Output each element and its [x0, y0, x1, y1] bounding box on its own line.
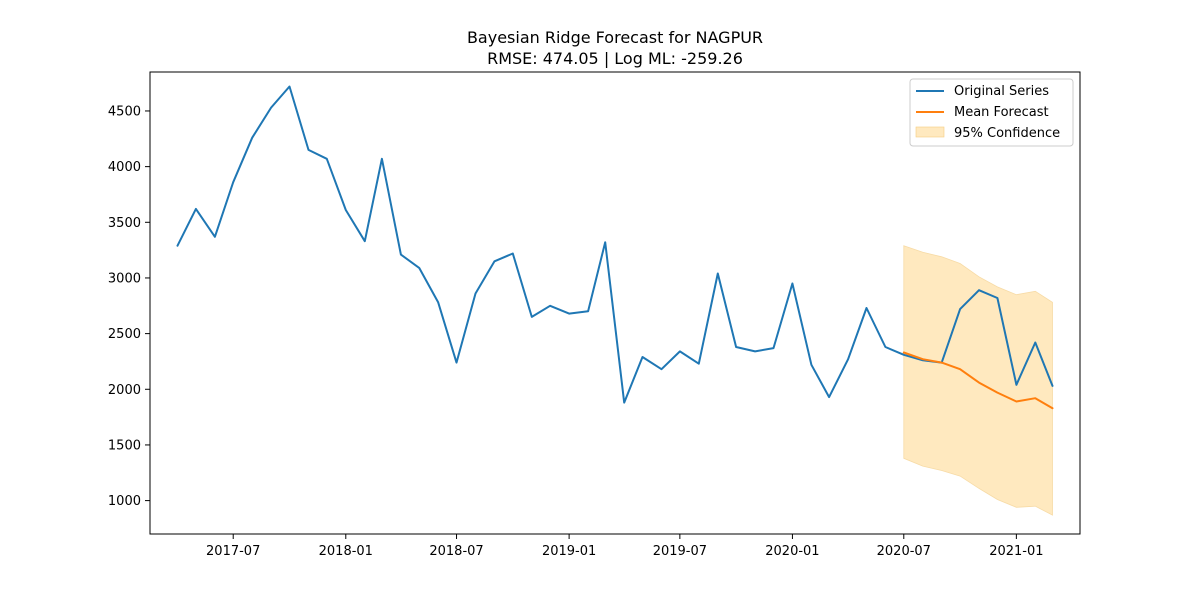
legend-swatch-confidence [915, 126, 945, 138]
legend-label-mean-forecast: Mean Forecast [954, 105, 1049, 120]
y-tick-label: 4500 [108, 104, 141, 119]
legend: Original Series Mean Forecast 95% Confid… [909, 78, 1074, 147]
legend-frame [909, 78, 1074, 147]
chart-subtitle: RMSE: 474.05 | Log ML: -259.26 [487, 49, 743, 68]
y-tick-label: 4000 [108, 160, 141, 175]
y-axis: 1000 1500 2000 2500 3000 3500 4000 4500 [108, 104, 150, 509]
legend-label-original-series: Original Series [954, 84, 1049, 99]
y-tick-label: 2000 [108, 383, 141, 398]
y-tick-label: 3500 [108, 216, 141, 231]
series-layer [176, 85, 1054, 410]
y-tick-label: 1500 [108, 438, 141, 453]
x-axis: 2017-07 2018-01 2018-07 2019-01 2019-07 2020-… [206, 534, 1044, 559]
x-tick-label: 2017-07 [206, 544, 260, 559]
y-tick-label: 1000 [108, 494, 141, 509]
chart-title: Bayesian Ridge Forecast for NAGPUR [467, 28, 763, 47]
confidence-band [903, 245, 1053, 516]
x-tick-label: 2018-07 [429, 544, 483, 559]
original-series-line [176, 85, 1054, 404]
x-tick-label: 2018-01 [319, 544, 373, 559]
mean-forecast-line [902, 351, 1054, 410]
legend-label-confidence: 95% Confidence [954, 126, 1060, 141]
plot-area-frame [149, 71, 1081, 535]
y-tick-label: 2500 [108, 327, 141, 342]
x-tick-label: 2019-01 [542, 544, 596, 559]
x-tick-label: 2021-01 [989, 544, 1043, 559]
confidence-band-layer [903, 245, 1053, 516]
x-tick-label: 2020-01 [765, 544, 819, 559]
x-tick-label: 2019-07 [653, 544, 707, 559]
y-tick-label: 3000 [108, 271, 141, 286]
x-tick-label: 2020-07 [877, 544, 931, 559]
